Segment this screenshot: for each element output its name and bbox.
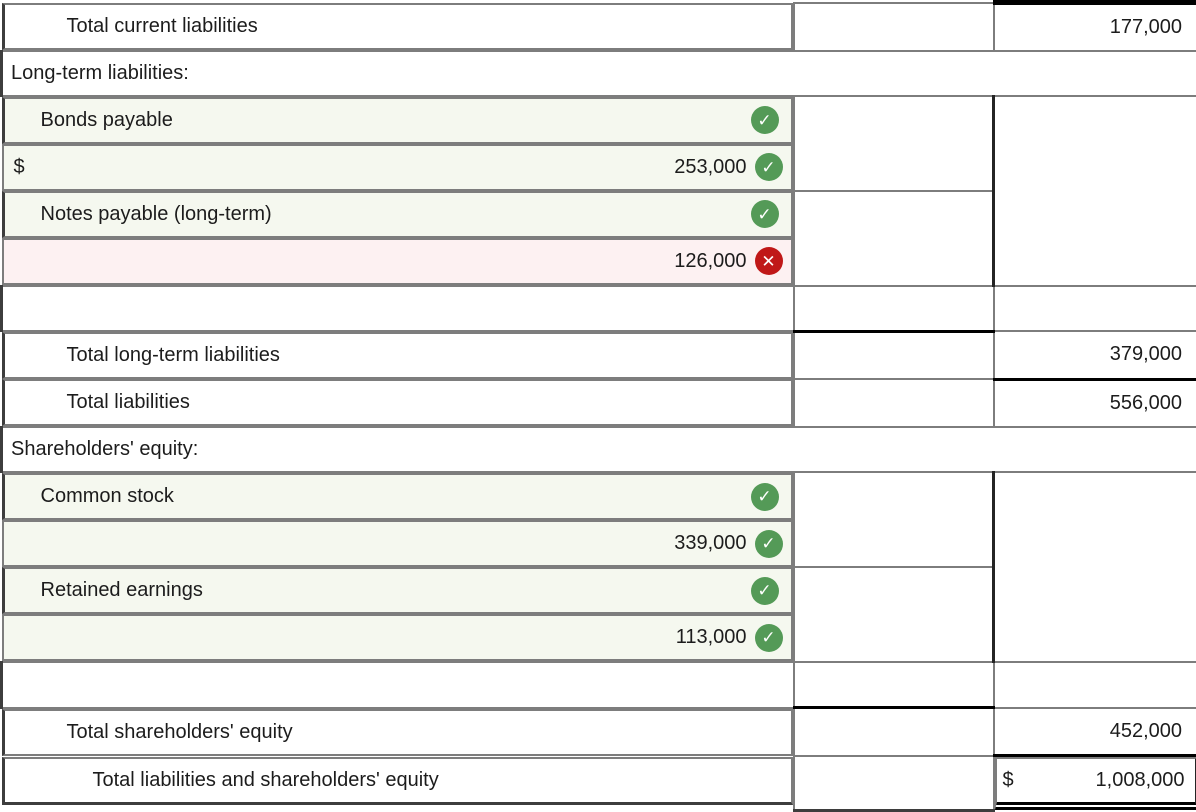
retained-earnings-amount: 113,000 <box>676 626 747 649</box>
empty-cell <box>794 379 994 427</box>
long-term-liabilities-section-header: Long-term liabilities: <box>3 62 1196 85</box>
retained-earnings-label: Retained earnings <box>41 579 203 602</box>
correct-check-icon: ✓ <box>751 106 779 134</box>
shareholders-equity-section-header: Shareholders' equity: <box>3 438 1196 461</box>
table-row <box>2 662 1196 708</box>
notes-payable-amount: 126,000 <box>674 250 746 273</box>
common-stock-account-field[interactable]: Common stock ✓ <box>2 473 793 520</box>
table-row: Total long-term liabilities 379,000 <box>2 331 1196 379</box>
table-row: Retained earnings ✓ 113,000 ✓ <box>2 567 1196 662</box>
empty-cell <box>794 96 994 191</box>
empty-cell <box>794 708 994 756</box>
total-current-liabilities-amount: 177,000 <box>994 3 1196 51</box>
common-stock-label: Common stock <box>41 485 174 508</box>
total-liabilities-and-equity-amount: 1,008,000 <box>1096 769 1185 792</box>
table-row: Notes payable (long-term) ✓ 126,000 ✕ <box>2 191 1196 286</box>
empty-cell <box>994 662 1196 708</box>
empty-cell <box>2 662 794 708</box>
correct-check-icon: ✓ <box>751 577 779 605</box>
notes-payable-amount-field[interactable]: 126,000 ✕ <box>2 238 793 285</box>
total-long-term-liabilities-label: Total long-term liabilities <box>2 332 793 379</box>
retained-earnings-amount-field[interactable]: 113,000 ✓ <box>2 614 793 661</box>
table-row <box>2 286 1196 332</box>
total-liabilities-amount: 556,000 <box>994 379 1196 427</box>
dollar-sign: $ <box>1003 769 1014 792</box>
table-row: Shareholders' equity: <box>2 427 1196 472</box>
empty-cell <box>794 191 994 286</box>
bonds-payable-account-field[interactable]: Bonds payable ✓ <box>2 97 793 144</box>
empty-cell <box>2 286 794 332</box>
total-shareholders-equity-amount: 452,000 <box>994 708 1196 756</box>
empty-cell <box>794 567 994 662</box>
total-liabilities-label: Total liabilities <box>2 379 793 426</box>
bonds-payable-amount-field[interactable]: $ 253,000 ✓ <box>2 144 793 191</box>
correct-check-icon: ✓ <box>751 200 779 228</box>
empty-cell <box>794 472 994 567</box>
total-shareholders-equity-label: Total shareholders' equity <box>2 709 793 756</box>
total-long-term-liabilities-amount: 379,000 <box>994 331 1196 379</box>
table-row: Total liabilities 556,000 <box>2 379 1196 427</box>
total-liabilities-and-equity-label: Total liabilities and shareholders' equi… <box>2 757 793 805</box>
empty-cell <box>794 3 994 51</box>
total-liabilities-and-equity-amount-cell: $ 1,008,000 <box>995 757 1196 810</box>
notes-payable-label: Notes payable (long-term) <box>41 203 272 226</box>
table-row: Bonds payable ✓ $ 253,000 ✓ <box>2 96 1196 191</box>
correct-check-icon: ✓ <box>751 483 779 511</box>
notes-payable-account-field[interactable]: Notes payable (long-term) ✓ <box>2 191 793 238</box>
dollar-sign: $ <box>12 156 25 179</box>
empty-cell <box>794 756 994 811</box>
table-row: Long-term liabilities: <box>2 51 1196 96</box>
empty-cell <box>794 331 994 379</box>
common-stock-amount: 339,000 <box>674 532 746 555</box>
incorrect-x-icon: ✕ <box>755 247 783 275</box>
common-stock-amount-field[interactable]: 339,000 ✓ <box>2 520 793 567</box>
table-row: Total liabilities and shareholders' equi… <box>2 756 1196 811</box>
empty-cell-subtotal-rule <box>794 662 994 708</box>
correct-check-icon: ✓ <box>755 530 783 558</box>
empty-cell <box>994 286 1196 332</box>
table-row: Total current liabilities 177,000 <box>2 3 1196 51</box>
bonds-payable-amount: 253,000 <box>674 156 746 179</box>
total-current-liabilities-label: Total current liabilities <box>2 3 793 50</box>
table-row: Total shareholders' equity 452,000 <box>2 708 1196 756</box>
table-row: Common stock ✓ 339,000 ✓ <box>2 472 1196 567</box>
correct-check-icon: ✓ <box>755 153 783 181</box>
correct-check-icon: ✓ <box>755 624 783 652</box>
bonds-payable-label: Bonds payable <box>41 109 173 132</box>
empty-cell-subtotal-rule <box>794 286 994 332</box>
